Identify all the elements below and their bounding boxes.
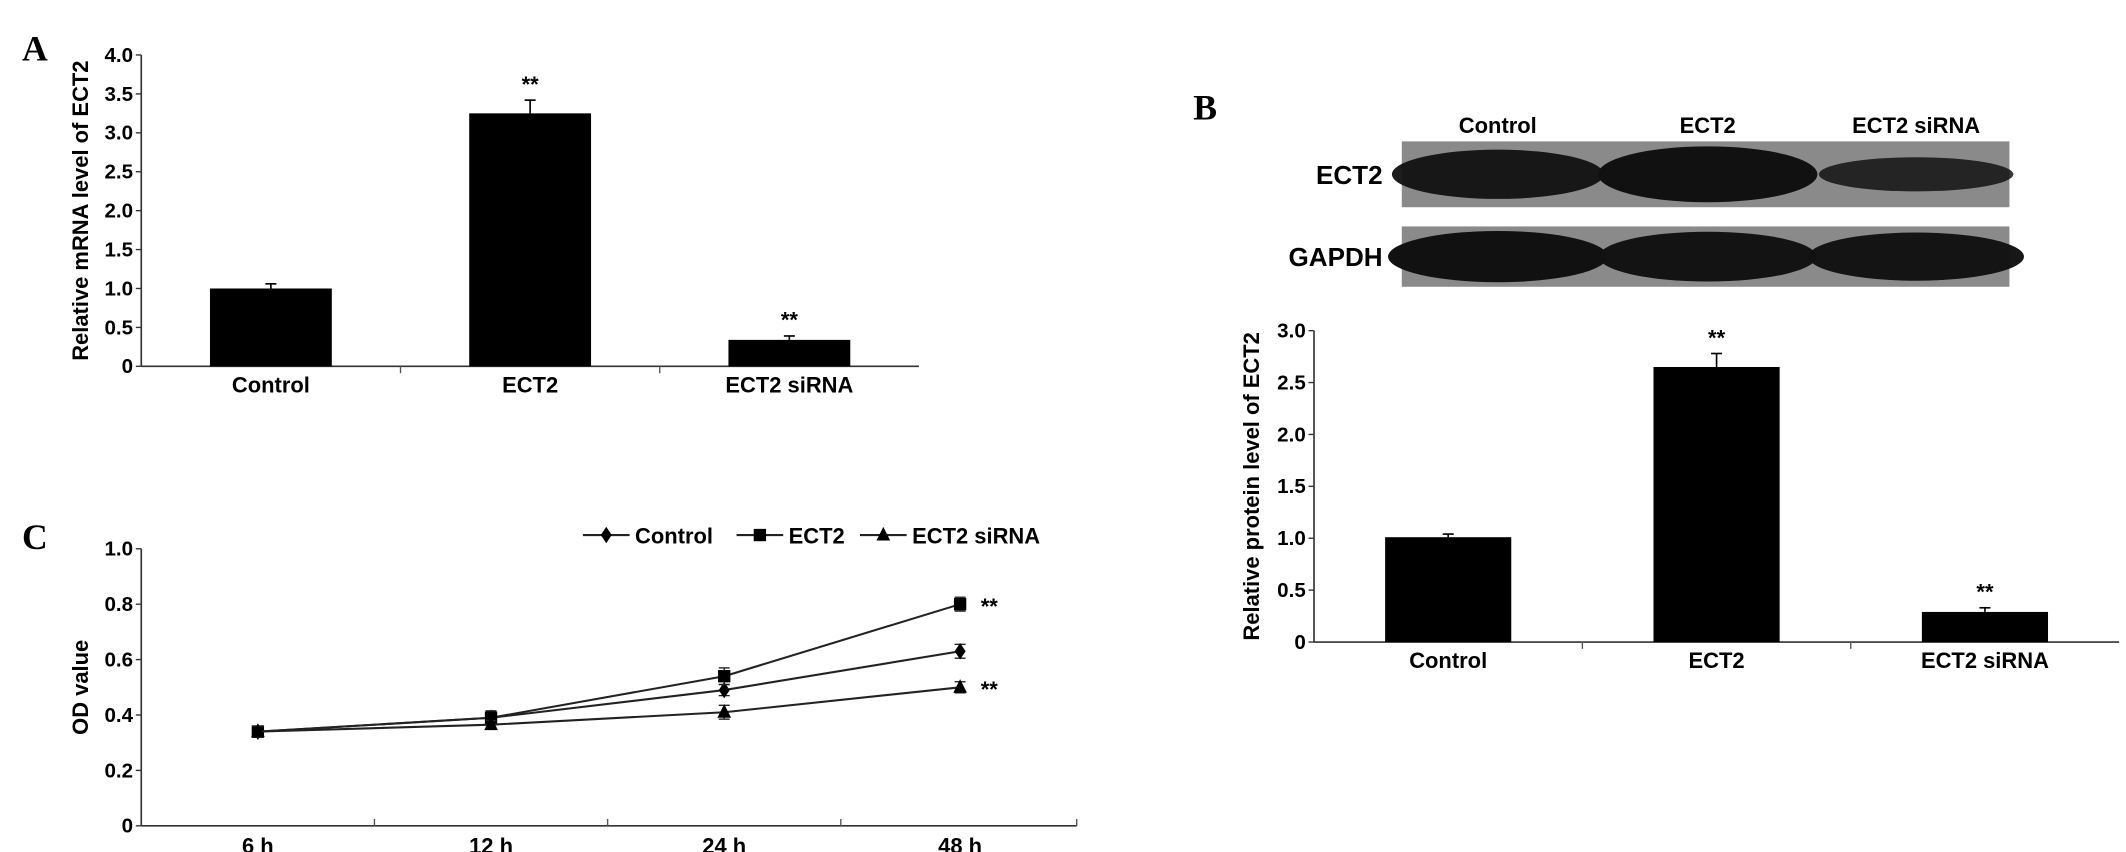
data-point xyxy=(251,723,265,738)
significance-marker: ** xyxy=(981,594,999,619)
data-point xyxy=(718,681,730,699)
y-tick-label: 3.5 xyxy=(104,83,133,106)
western-blot: Control ECT2 ECT2 siRNA ECT2 GAPDH xyxy=(1289,113,2024,287)
legend: Control ECT2 ECT2 siRNA xyxy=(582,523,1040,548)
bar xyxy=(209,288,332,367)
chart-b-protein: 0 0.5 1.0 1.5 2.0 2.5 3.0 Relative protein leve… xyxy=(1239,320,2120,673)
y-tick-label: 2.0 xyxy=(104,200,133,223)
blot-band xyxy=(1598,231,1817,282)
significance-marker: ** xyxy=(1708,325,1726,350)
y-tick-label: 0.5 xyxy=(1277,579,1306,602)
x-tick-label: 48 h xyxy=(938,833,982,852)
legend-item: ECT2 siRNA xyxy=(860,523,1040,548)
significance-marker: ** xyxy=(522,72,540,97)
chart-c-od: 0 0.2 0.4 0.6 0.8 1.0 OD value 6 h 12 h 24 h 48 h *… xyxy=(68,523,1078,852)
x-tick-label: 24 h xyxy=(702,833,746,852)
y-tick-label: 0.2 xyxy=(104,759,133,782)
y-tick-label: 4.0 xyxy=(104,44,133,67)
y-tick-label: 0.4 xyxy=(104,704,133,727)
legend-label: ECT2 siRNA xyxy=(912,523,1040,548)
blot-band xyxy=(1391,149,1604,199)
y-tick-label: 0.6 xyxy=(104,648,133,671)
blot-lane-label: ECT2 siRNA xyxy=(1852,113,1980,138)
legend-marker xyxy=(876,526,891,541)
legend-marker xyxy=(753,528,767,542)
series-ect2-sirna: ** xyxy=(251,677,999,738)
y-tick-label: 0.5 xyxy=(104,316,133,339)
x-tick-label: 6 h xyxy=(242,833,274,852)
y-tick-label: 2.5 xyxy=(1277,371,1306,394)
data-point xyxy=(718,670,731,683)
bar xyxy=(469,113,592,367)
series-line xyxy=(257,603,961,733)
x-tick-label: Control xyxy=(232,372,310,397)
panel-label-b: B xyxy=(1193,87,1217,127)
series-ect2: ** xyxy=(251,594,999,738)
y-tick-label: 3.0 xyxy=(104,122,133,145)
x-tick-label: 12 h xyxy=(469,833,513,852)
chart-a-mrna: 0 0.5 1.0 1.5 2.0 2.5 3.0 3.5 4.0 Relative mRNA l… xyxy=(68,44,919,397)
legend-item: ECT2 xyxy=(736,523,845,548)
x-tick-label: ECT2 siRNA xyxy=(1921,648,2049,673)
series-line xyxy=(257,650,961,733)
blot-lane-label: ECT2 xyxy=(1680,113,1736,138)
y-tick-label: 2.5 xyxy=(104,161,133,184)
y-tick-label: 1.0 xyxy=(104,277,133,300)
x-tick-label: ECT2 xyxy=(502,372,558,397)
significance-marker: ** xyxy=(981,677,999,702)
blot-row-label: GAPDH xyxy=(1289,242,1383,272)
y-tick-label: 3.0 xyxy=(1277,320,1306,343)
data-point xyxy=(484,716,498,731)
legend-item: Control xyxy=(582,523,713,548)
y-tick-label: 0.8 xyxy=(104,593,133,616)
y-axis-label: Relative protein level of ECT2 xyxy=(1239,332,1264,640)
blot-band xyxy=(1597,146,1818,203)
data-point xyxy=(953,679,967,693)
y-tick-label: 1.5 xyxy=(104,238,133,261)
bar xyxy=(1921,611,2049,643)
y-tick-label: 1.5 xyxy=(1277,475,1306,498)
x-tick-label: ECT2 xyxy=(1689,648,1745,673)
y-tick-label: 1.0 xyxy=(104,538,133,561)
series-line xyxy=(257,686,961,733)
x-tick-label: ECT2 siRNA xyxy=(725,372,853,397)
blot-lane-label: Control xyxy=(1459,113,1537,138)
y-tick-label: 0 xyxy=(122,815,133,838)
legend-label: ECT2 xyxy=(789,523,845,548)
blot-band xyxy=(1808,232,2024,281)
y-tick-label: 2.0 xyxy=(1277,423,1306,446)
data-point xyxy=(953,598,967,611)
y-tick-label: 0 xyxy=(122,355,133,378)
legend-label: Control xyxy=(635,523,713,548)
data-point xyxy=(954,643,966,660)
bar xyxy=(728,339,851,367)
legend-marker xyxy=(600,526,612,544)
panel-label-c: C xyxy=(22,517,48,557)
blot-band xyxy=(1818,157,2014,192)
bar xyxy=(1653,366,1780,643)
bar xyxy=(1385,537,1512,643)
data-point xyxy=(717,703,732,718)
significance-marker: ** xyxy=(781,308,799,333)
blot-row-label: ECT2 xyxy=(1316,160,1383,190)
panel-label-a: A xyxy=(22,28,48,68)
y-tick-label: 0 xyxy=(1294,631,1305,654)
x-tick-label: Control xyxy=(1409,648,1487,673)
y-axis-label: OD value xyxy=(68,640,93,735)
y-axis-label: Relative mRNA level of ECT2 xyxy=(68,61,93,361)
significance-marker: ** xyxy=(1976,580,1994,605)
y-tick-label: 1.0 xyxy=(1277,527,1306,550)
blot-band xyxy=(1388,230,1608,283)
